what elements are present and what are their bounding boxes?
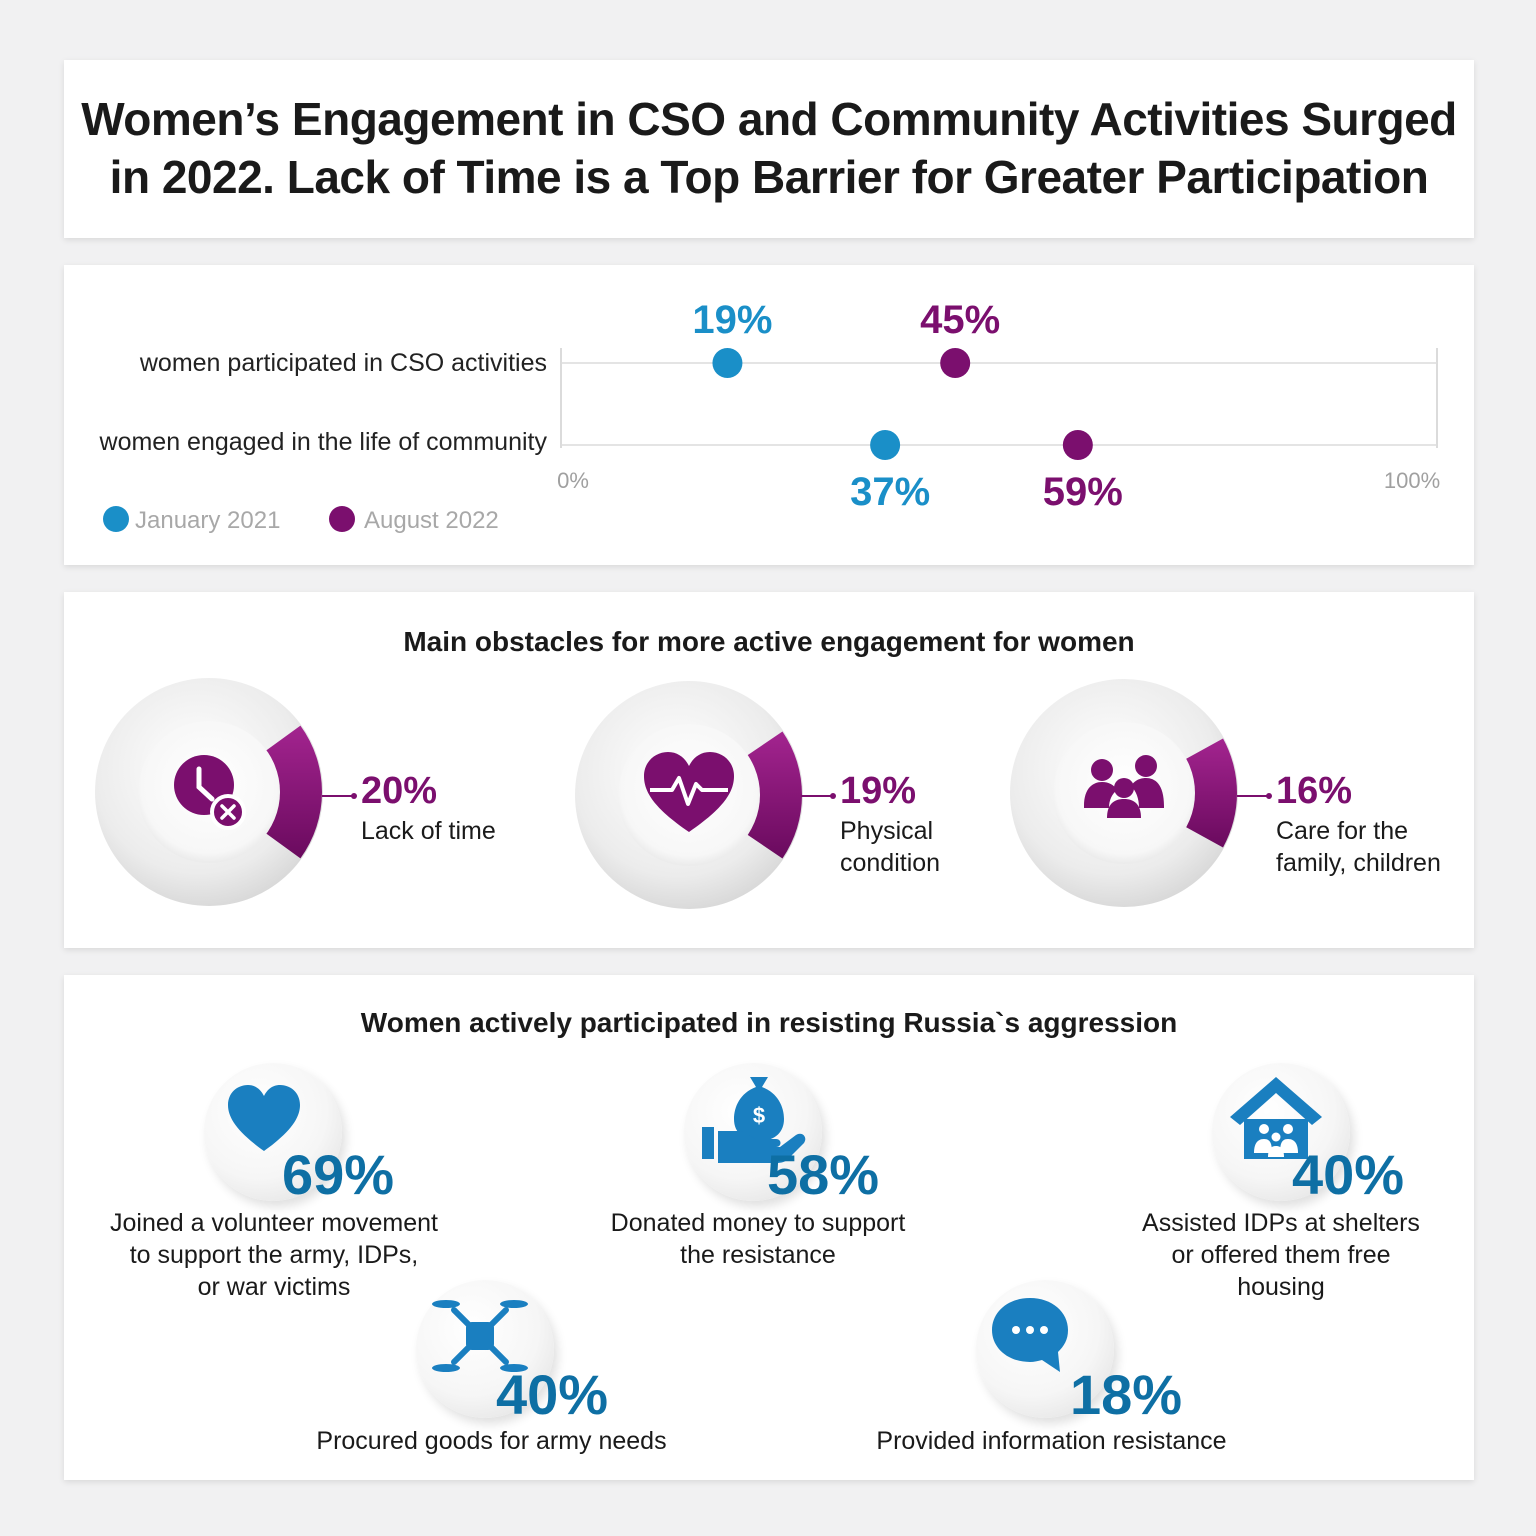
resistance-label-2-line-2: the resistance	[680, 1241, 836, 1269]
resistance-value-3: 40%	[1292, 1143, 1405, 1206]
obstacle-label-1: Lack of time	[361, 817, 496, 845]
donut-physical-condition	[574, 680, 804, 910]
dot-jan2021-cso	[712, 348, 743, 378]
resistance-panel: Women actively participated in resisting…	[64, 975, 1474, 1480]
obstacle-label-3: Care for the family, children	[1276, 817, 1441, 877]
dot-aug2022-community	[1062, 430, 1093, 460]
dot-jan2021-community	[870, 430, 901, 460]
clock-x-icon	[174, 755, 246, 830]
resistance-label-1: Joined a volunteer movement to support t…	[104, 1207, 444, 1303]
donut-lack-of-time	[94, 677, 324, 907]
resistance-label-5: Provided information resistance	[864, 1425, 1239, 1457]
resistance-value-5: 18%	[1070, 1363, 1183, 1426]
tick-label-100: 100%	[1384, 468, 1440, 493]
resistance-label-3-line-2: or offered them free	[1171, 1241, 1391, 1269]
leader-line-2	[801, 793, 836, 799]
heartbeat-icon	[644, 752, 734, 832]
resistance-title: Women actively participated in resisting…	[360, 1007, 1178, 1038]
resistance-label-5-line-1: Provided information resistance	[876, 1427, 1227, 1455]
obstacle-value-2: 19%	[840, 770, 917, 812]
obstacle-label-2: Physical condition	[840, 817, 941, 877]
donut-arc-lack-of-time	[265, 725, 322, 859]
resistance-value-1: 69%	[282, 1143, 395, 1206]
row-label-community: women engaged in the life of community	[99, 428, 548, 456]
donut-arc-physical-condition	[746, 731, 802, 859]
legend-label-jan2021: January 2021	[135, 507, 280, 534]
obstacle-value-3: 16%	[1276, 770, 1353, 812]
resistance-label-1-line-1: Joined a volunteer movement	[110, 1209, 438, 1237]
title-panel: Women’s Engagement in CSO and Community …	[64, 60, 1474, 238]
svg-text:$: $	[753, 1103, 765, 1128]
chat-bubble-icon	[992, 1298, 1068, 1372]
donut-family-care	[1009, 678, 1239, 908]
value-label-aug2022-community: 59%	[1043, 470, 1123, 514]
page-title: Women’s Engagement in CSO and Community …	[81, 93, 1457, 203]
resistance-label-3-line-3: housing	[1237, 1273, 1325, 1301]
tick-label-0: 0%	[557, 468, 589, 493]
resistance-label-3: Assisted IDPs at shelters or offered the…	[1126, 1207, 1436, 1303]
resistance-label-1-line-3: or war victims	[197, 1273, 351, 1301]
resistance-label-3-line-1: Assisted IDPs at shelters	[1142, 1209, 1420, 1237]
value-label-jan2021-cso: 19%	[692, 298, 772, 342]
legend-dot-jan2021	[103, 506, 129, 532]
donut-arc-family-care	[1185, 738, 1237, 848]
money-hand-icon: $	[702, 1077, 806, 1163]
resistance-label-1-line-2: to support the army, IDPs,	[129, 1241, 419, 1269]
resistance-value-4: 40%	[496, 1363, 609, 1426]
resistance-label-4-line-1: Procured goods for army needs	[316, 1427, 667, 1455]
resistance-label-4: Procured goods for army needs	[294, 1425, 689, 1457]
resistance-value-2: 58%	[767, 1143, 880, 1206]
row-label-cso: women participated in CSO activities	[139, 349, 547, 377]
dot-aug2022-cso	[940, 348, 971, 378]
dumbbell-chart-panel: women participated in CSO activities wom…	[64, 265, 1474, 565]
resistance-label-2: Donated money to support the resistance	[597, 1207, 919, 1271]
dumbbell-chart: women participated in CSO activities wom…	[99, 298, 1441, 534]
obstacles-panel: Main obstacles for more active engagemen…	[64, 592, 1474, 948]
heart-icon	[228, 1085, 300, 1151]
obstacles-title: Main obstacles for more active engagemen…	[403, 626, 1135, 657]
value-label-aug2022-cso: 45%	[920, 298, 1000, 342]
value-label-jan2021-community: 37%	[850, 470, 930, 514]
house-family-icon	[1230, 1077, 1322, 1159]
legend-dot-aug2022	[329, 506, 355, 532]
leader-line-1	[322, 793, 357, 799]
family-icon	[1084, 755, 1164, 818]
legend-label-aug2022: August 2022	[364, 507, 499, 534]
resistance-label-2-line-1: Donated money to support	[610, 1209, 906, 1237]
drone-icon	[432, 1300, 528, 1372]
obstacle-value-1: 20%	[361, 770, 438, 812]
leader-line-3	[1237, 793, 1272, 799]
